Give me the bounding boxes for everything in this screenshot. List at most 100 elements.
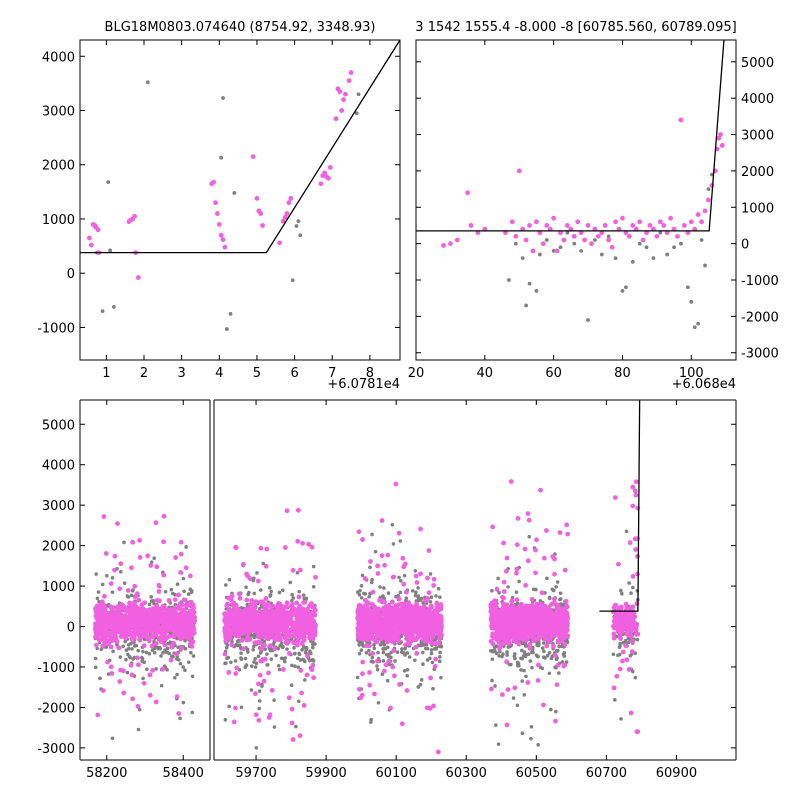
magenta-data-point [534,537,539,543]
grey-data-point [164,650,169,655]
magenta-data-point [372,691,377,697]
grey-data-point [689,299,694,304]
magenta-data-point [149,643,155,649]
magenta-data-point [389,599,395,605]
magenta-data-point [381,605,387,611]
magenta-data-point [236,610,242,616]
magenta-data-point [149,619,155,625]
grey-data-point [224,645,229,650]
magenta-data-point [425,596,431,601]
magenta-data-point [274,623,280,629]
magenta-data-point [295,637,301,643]
magenta-data-point [322,170,328,176]
grey-data-point [356,92,361,97]
magenta-data-point [283,640,289,646]
grey-data-point [151,599,156,603]
grey-data-point [547,671,552,676]
magenta-data-point [552,556,557,562]
magenta-data-point [238,616,243,622]
magenta-data-point [272,646,278,652]
grey-data-point [528,659,533,663]
magenta-data-point [247,637,253,642]
grey-data-point [110,736,115,741]
magenta-data-point [272,628,278,633]
magenta-data-point [432,663,438,669]
magenta-data-point [250,154,256,160]
magenta-data-point [141,680,147,686]
grey-data-point [118,655,123,659]
magenta-data-point [266,715,272,720]
magenta-data-point [132,605,138,611]
magenta-data-point [433,626,438,632]
magenta-data-point [190,632,195,637]
magenta-data-point [162,642,168,648]
magenta-data-point [262,642,267,648]
grey-data-point [540,666,545,671]
grey-data-point [562,650,567,655]
magenta-data-point [179,645,185,651]
magenta-data-point [115,606,120,612]
magenta-data-point [231,719,237,725]
grey-data-point [183,646,188,651]
grey-data-point [380,672,385,676]
magenta-data-point [95,227,101,233]
magenta-data-point [360,671,365,677]
grey-data-point [181,700,186,705]
grey-data-point [296,699,301,704]
magenta-data-point [435,631,441,636]
magenta-data-point [312,632,318,638]
x-tick-label: 1 [102,366,110,381]
grey-data-point [554,657,559,662]
grey-data-point [100,582,105,587]
grey-data-point [295,571,300,575]
magenta-data-point [106,616,112,622]
magenta-data-point [303,620,308,625]
grey-data-point [265,663,270,667]
magenta-data-point [130,539,136,545]
x-tick-label: 40 [477,366,494,381]
grey-data-point [523,654,528,659]
magenta-data-point [372,626,378,631]
grey-data-point [126,643,131,647]
grey-data-point [402,668,407,673]
grey-data-point [290,598,294,603]
grey-data-point [227,577,232,582]
magenta-data-point [139,602,145,608]
grey-data-point [692,325,697,330]
magenta-data-point [699,219,704,225]
grey-data-point [118,569,123,574]
magenta-data-point [173,606,179,611]
magenta-data-point [298,608,304,614]
magenta-data-point [176,592,181,598]
magenta-data-point [118,667,123,673]
magenta-data-point [391,648,397,654]
magenta-data-point [637,219,643,225]
magenta-data-point [127,609,133,615]
grey-data-point [497,654,501,658]
grey-data-point [386,591,391,595]
magenta-data-point [220,237,226,242]
grey-data-point [513,656,517,661]
magenta-data-point [497,645,502,651]
magenta-data-point [575,219,581,225]
magenta-data-point [294,613,300,619]
magenta-data-point [129,616,135,621]
magenta-data-point [373,616,379,622]
magenta-data-point [246,630,252,636]
magenta-data-point [657,219,663,225]
magenta-data-point [396,596,402,602]
grey-data-point [520,648,524,653]
grey-data-point [140,659,145,664]
grey-data-point [251,644,256,649]
magenta-data-point [128,662,134,668]
grey-data-point [219,155,224,160]
magenta-data-point [153,699,159,705]
magenta-data-point [425,575,430,581]
magenta-data-point [282,214,288,220]
grey-data-point [145,80,150,85]
grey-data-point [281,656,286,661]
magenta-data-point [356,529,362,535]
grey-data-point [150,648,155,652]
magenta-data-point [289,720,295,726]
